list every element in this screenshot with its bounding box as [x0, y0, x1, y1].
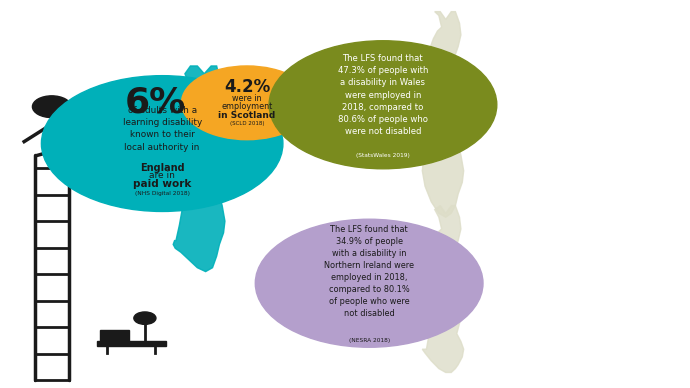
- Polygon shape: [166, 140, 173, 175]
- Text: in Scotland: in Scotland: [219, 111, 275, 120]
- Polygon shape: [426, 70, 435, 93]
- Text: 4.2%: 4.2%: [224, 78, 270, 95]
- Text: (StatsWales 2019): (StatsWales 2019): [356, 153, 410, 158]
- Circle shape: [255, 219, 483, 347]
- Text: England: England: [140, 163, 184, 173]
- Text: of adults with a
learning disability
known to their
local authority in: of adults with a learning disability kno…: [123, 106, 201, 152]
- Text: 6%: 6%: [125, 86, 186, 120]
- Text: (NHS Digital 2018): (NHS Digital 2018): [135, 191, 190, 196]
- Circle shape: [269, 41, 497, 169]
- Text: (NESRA 2018): (NESRA 2018): [348, 338, 390, 343]
- Text: paid work: paid work: [133, 178, 191, 189]
- Bar: [97, 341, 166, 346]
- Text: employment: employment: [221, 102, 273, 111]
- Polygon shape: [422, 252, 428, 279]
- Bar: [100, 330, 129, 341]
- Polygon shape: [173, 66, 226, 272]
- Text: The LFS found that
47.3% of people with
a disability in Wales
were employed in
2: The LFS found that 47.3% of people with …: [338, 54, 428, 136]
- Circle shape: [134, 312, 156, 324]
- Polygon shape: [422, 12, 465, 217]
- Circle shape: [32, 96, 71, 118]
- Circle shape: [181, 66, 313, 140]
- Text: are in: are in: [149, 171, 175, 180]
- Text: (SCLD 2018): (SCLD 2018): [230, 121, 264, 126]
- Text: The LFS found that
34.9% of people
with a disability in
Northern Ireland were
em: The LFS found that 34.9% of people with …: [324, 225, 414, 318]
- Text: were in: were in: [233, 94, 262, 103]
- Polygon shape: [422, 206, 465, 372]
- Polygon shape: [416, 252, 423, 287]
- Bar: [102, 91, 126, 100]
- Circle shape: [41, 76, 283, 211]
